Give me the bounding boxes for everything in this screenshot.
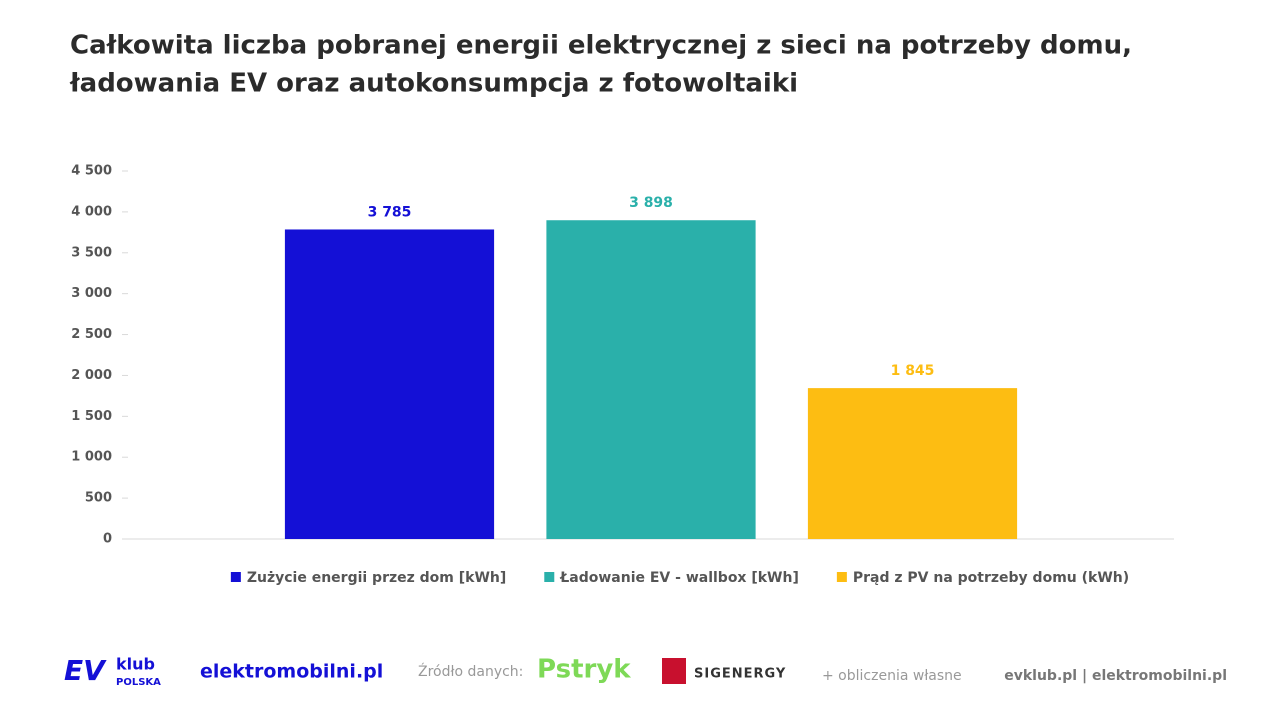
y-tick-label: 1 500: [71, 409, 112, 424]
sites: evklub.pl | elektromobilni.pl: [1004, 668, 1227, 684]
legend-label: Ładowanie EV - wallbox [kWh]: [559, 570, 799, 586]
y-tick-label: 3 000: [71, 286, 112, 301]
logo: EV: [64, 654, 107, 687]
y-tick-label: 4 000: [71, 204, 112, 219]
source-icon: [662, 658, 686, 684]
y-tick-label: 3 500: [71, 245, 112, 260]
source-logo: Pstryk: [537, 655, 631, 685]
y-tick-label: 2 500: [71, 327, 112, 342]
legend-swatch: [544, 572, 555, 582]
bar: [807, 388, 1018, 539]
source-logo: SIGENERGY: [694, 667, 786, 682]
legend-swatch: [230, 572, 241, 582]
legend-label: Prąd z PV na potrzeby domu (kWh): [853, 570, 1129, 586]
chart-title: Całkowita liczba pobranej energii elektr…: [70, 31, 1132, 61]
legend-swatch: [836, 572, 847, 582]
bar: [284, 229, 495, 539]
value-label: 1 845: [891, 363, 935, 379]
y-tick-label: 500: [85, 491, 112, 506]
logo: POLSKA: [116, 677, 161, 688]
note: + obliczenia własne: [822, 668, 962, 684]
footer: EV klub POLSKA elektromobilni.pl Źródło …: [64, 654, 1227, 688]
brand: elektromobilni.pl: [200, 661, 383, 683]
legend-label: Zużycie energii przez dom [kWh]: [247, 570, 506, 586]
y-tick-label: 1 000: [71, 450, 112, 465]
y-tick-label: 4 500: [71, 164, 112, 179]
chart-title: ładowania EV oraz autokonsumpcja z fotow…: [69, 69, 798, 99]
bar: [546, 220, 756, 539]
logo: klub: [116, 655, 155, 674]
value-label: 3 785: [368, 204, 412, 220]
value-label: 3 898: [629, 195, 673, 211]
y-tick-label: 2 000: [71, 368, 112, 383]
source-label: Źródło danych:: [418, 662, 523, 680]
y-tick-label: 0: [103, 532, 112, 547]
